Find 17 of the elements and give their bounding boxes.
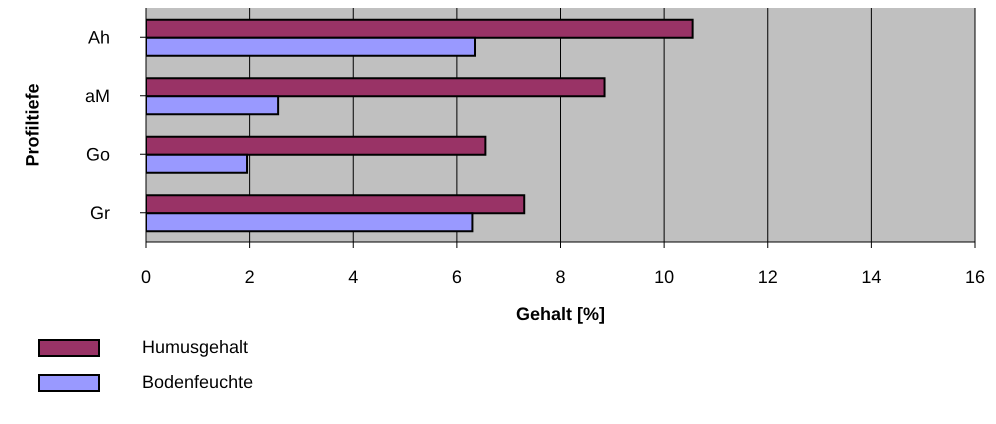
x-tick-label: 0: [140, 266, 152, 287]
y-tick-label: Go: [86, 144, 110, 165]
y-tick-label: aM: [84, 86, 110, 106]
x-tick-label: 12: [758, 266, 778, 287]
x-axis-title: Gehalt [%]: [516, 304, 606, 324]
y-tick-label: Gr: [90, 203, 110, 224]
x-tick-label: 14: [861, 266, 882, 287]
x-tick-label: 6: [452, 266, 462, 287]
y-axis-title: Profiltiefe: [22, 83, 42, 167]
y-tick-label: Ah: [88, 28, 110, 48]
x-tick-label: 16: [964, 266, 986, 287]
legend-label: Humusgehalt: [142, 337, 248, 358]
legend-label: Bodenfeuchte: [142, 372, 254, 393]
x-tick-label: 2: [244, 266, 255, 287]
x-tick-label: 8: [555, 266, 566, 287]
x-tick-label: 10: [654, 266, 674, 287]
x-tick-label: 4: [348, 266, 358, 287]
